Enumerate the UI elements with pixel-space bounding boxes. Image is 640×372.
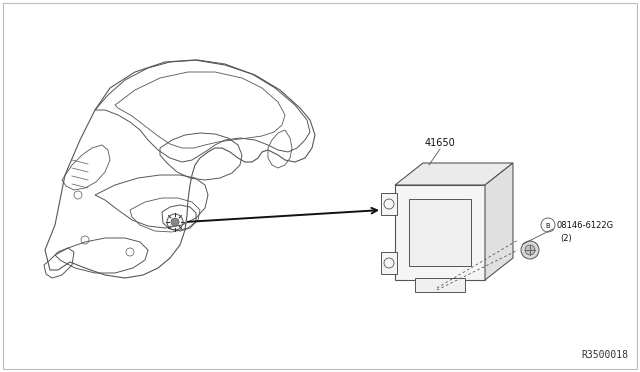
Text: 41650: 41650 [424,138,456,148]
Bar [409,199,471,266]
Bar [415,278,465,292]
Bar [381,252,397,274]
Text: B: B [546,222,550,228]
Polygon shape [395,185,485,280]
Circle shape [525,245,535,255]
Text: 08146-6122G: 08146-6122G [557,221,614,230]
Circle shape [171,218,179,226]
Text: R3500018: R3500018 [581,350,628,360]
Text: (2): (2) [560,234,572,243]
Bar [381,193,397,215]
Polygon shape [395,163,513,185]
Circle shape [521,241,539,259]
Polygon shape [485,163,513,280]
